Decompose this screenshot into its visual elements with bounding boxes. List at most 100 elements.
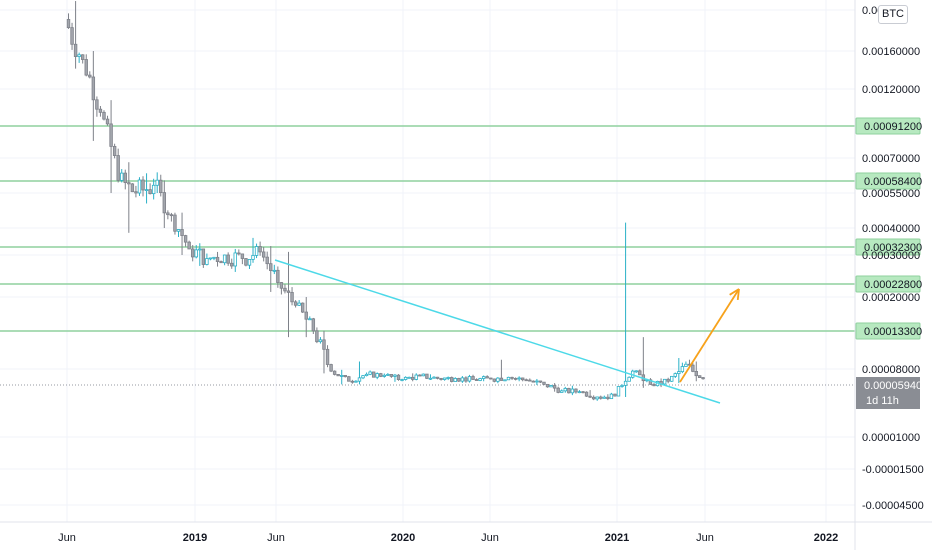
candle xyxy=(91,51,96,141)
candle xyxy=(425,373,429,380)
candle xyxy=(269,246,273,292)
currency-badge[interactable]: BTC xyxy=(878,5,908,24)
candle xyxy=(680,362,685,374)
candle xyxy=(215,251,220,267)
candle xyxy=(304,297,308,338)
candle xyxy=(332,370,337,376)
candle xyxy=(95,96,99,117)
x-tick-label: Jun xyxy=(58,532,76,544)
candle xyxy=(410,373,415,382)
candle xyxy=(574,388,578,394)
y-tick-label: 0.00030000 xyxy=(862,250,920,262)
candle xyxy=(606,394,610,401)
candle xyxy=(315,327,319,344)
candle xyxy=(652,383,656,387)
candle xyxy=(226,252,230,266)
candle xyxy=(247,259,252,269)
level-label-box xyxy=(855,238,921,256)
candle xyxy=(634,370,638,373)
candle xyxy=(272,264,277,275)
candle xyxy=(244,258,248,267)
candle xyxy=(123,169,127,190)
candle xyxy=(591,395,596,401)
candle xyxy=(697,375,702,378)
candle xyxy=(570,385,575,396)
candle xyxy=(112,143,117,159)
candle xyxy=(418,374,422,377)
candle xyxy=(240,253,245,265)
candle xyxy=(673,372,677,379)
candle xyxy=(290,287,294,306)
candle xyxy=(620,384,624,388)
time-axis[interactable]: Jun 2019 Jun 2020 Jun 2021 Jun 2022 xyxy=(58,532,838,544)
candle xyxy=(496,377,500,384)
candle xyxy=(403,376,408,381)
candle xyxy=(116,148,120,183)
candle xyxy=(230,258,234,269)
candle xyxy=(595,396,599,401)
candle xyxy=(120,169,124,183)
candle xyxy=(198,243,202,266)
candle xyxy=(478,377,482,382)
candle xyxy=(393,373,397,382)
trendline[interactable] xyxy=(274,259,721,404)
candle xyxy=(205,253,209,266)
candle xyxy=(102,110,106,121)
x-tick-label: Jun xyxy=(267,532,285,544)
candle xyxy=(308,316,312,321)
candle xyxy=(677,358,681,384)
projection-arrow-head xyxy=(729,288,740,296)
candle xyxy=(73,1,78,69)
candle xyxy=(684,361,688,367)
y-tick-label: 0.00120000 xyxy=(862,84,920,96)
candle xyxy=(386,373,390,376)
candle xyxy=(311,317,316,335)
candle xyxy=(439,377,443,381)
y-tick-label: 0.00160000 xyxy=(862,46,920,58)
candle xyxy=(599,395,603,400)
candle xyxy=(254,243,259,259)
projection-arrow[interactable] xyxy=(679,288,740,383)
candle xyxy=(442,377,447,381)
candle xyxy=(77,52,81,63)
y-tick-label: -0.00001500 xyxy=(862,464,924,476)
candle xyxy=(88,71,92,79)
candle xyxy=(166,210,170,220)
candle xyxy=(141,176,145,197)
candle xyxy=(183,234,188,247)
candle xyxy=(623,222,628,397)
candle xyxy=(670,375,674,382)
candle xyxy=(446,376,450,381)
candle xyxy=(474,378,479,381)
candle xyxy=(173,212,177,235)
candle xyxy=(609,392,614,400)
candle xyxy=(208,257,213,261)
y-tick-label: -0.00004500 xyxy=(862,500,924,512)
candle xyxy=(641,337,646,388)
candle xyxy=(144,173,149,204)
level-label: 0.00013300 xyxy=(864,326,922,338)
candle xyxy=(80,54,85,64)
candle xyxy=(219,260,223,264)
current-price-box xyxy=(856,377,920,409)
candle xyxy=(666,377,670,384)
candle xyxy=(151,178,156,200)
candle xyxy=(510,376,514,381)
candle xyxy=(588,390,592,398)
candle xyxy=(364,372,369,377)
candle xyxy=(201,248,206,268)
x-tick-label: Jun xyxy=(481,532,499,544)
candle xyxy=(428,374,433,380)
level-label: 0.00022800 xyxy=(864,279,922,291)
candle xyxy=(322,330,326,374)
candle xyxy=(584,391,589,397)
candle xyxy=(169,212,174,222)
candle xyxy=(382,373,387,378)
candle xyxy=(691,363,695,373)
x-tick-label: 2022 xyxy=(814,532,838,544)
candle xyxy=(130,183,135,193)
candle xyxy=(98,106,103,117)
